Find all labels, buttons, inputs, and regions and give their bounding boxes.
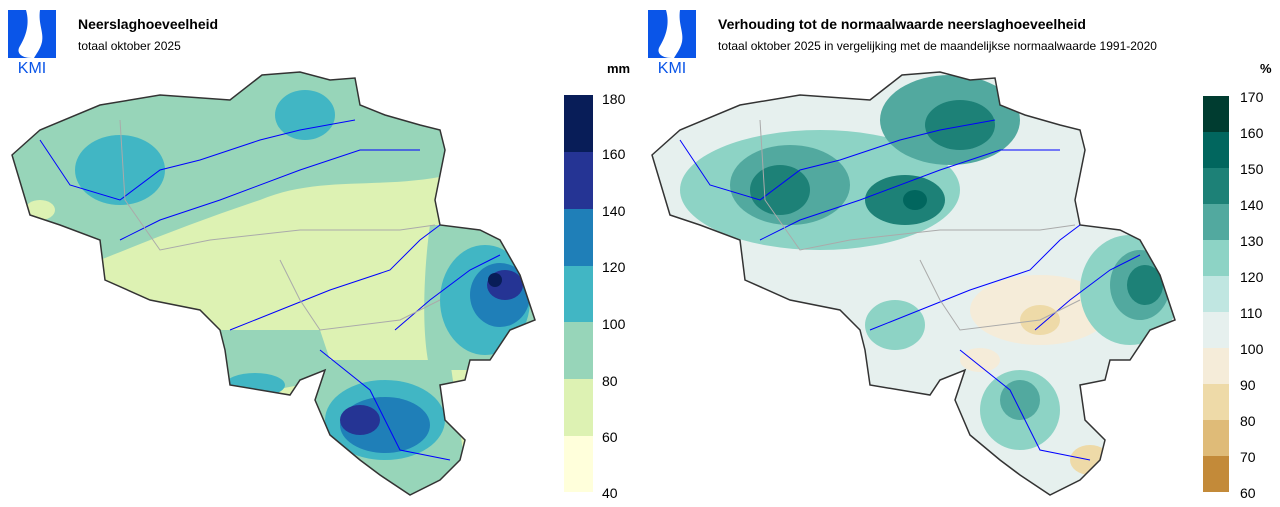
legend-tick: 40 xyxy=(602,485,618,501)
legend-swatch xyxy=(564,436,593,492)
map-title: Verhouding tot de normaalwaarde neerslag… xyxy=(718,16,1086,32)
legend-tick: 80 xyxy=(602,373,618,389)
legend-tick: 130 xyxy=(1240,233,1264,249)
legend-swatch xyxy=(1203,168,1229,204)
legend-tick: 140 xyxy=(602,203,626,219)
legend-tick: 170 xyxy=(1240,89,1264,105)
legend-tick: 150 xyxy=(1240,161,1264,177)
legend-swatch xyxy=(1203,456,1229,492)
legend-swatch xyxy=(1203,240,1229,276)
legend-unit: % xyxy=(1260,61,1272,76)
legend-tick: 100 xyxy=(1240,341,1264,357)
svg-text:KMI: KMI xyxy=(658,60,686,74)
legend-tick: 100 xyxy=(602,316,626,332)
legend-tick: 160 xyxy=(1240,125,1264,141)
belgium-ratio-map xyxy=(651,71,1176,496)
rivers xyxy=(39,119,501,461)
legend-tick: 180 xyxy=(602,91,626,107)
legend-swatch xyxy=(1203,384,1229,420)
legend-tick: 60 xyxy=(602,429,618,445)
legend-tick: 160 xyxy=(602,146,626,162)
province-borders xyxy=(759,119,1081,331)
map-subtitle: totaal oktober 2025 xyxy=(78,39,181,53)
kmi-logo: KMI xyxy=(648,10,696,74)
province-borders xyxy=(119,119,441,331)
legend-swatch xyxy=(1203,420,1229,456)
legend-tick: 90 xyxy=(1240,377,1256,393)
belgium-precipitation-map xyxy=(11,71,536,496)
legend-tick: 120 xyxy=(1240,269,1264,285)
map-subtitle: totaal oktober 2025 in vergelijking met … xyxy=(718,39,1157,53)
legend-swatch xyxy=(564,266,593,322)
legend-swatch xyxy=(1203,132,1229,168)
legend-swatch xyxy=(1203,348,1229,384)
legend-unit: mm xyxy=(607,61,631,76)
country-border xyxy=(11,71,536,496)
legend-swatch xyxy=(564,209,593,266)
legend-swatch xyxy=(564,95,593,152)
legend-swatch xyxy=(1203,312,1229,348)
legend-swatch xyxy=(1203,96,1229,132)
legend-swatch xyxy=(564,152,593,209)
legend-tick: 110 xyxy=(1240,305,1263,321)
legend-tick: 70 xyxy=(1240,449,1256,465)
legend-swatch xyxy=(564,322,593,379)
legend-tick: 120 xyxy=(602,259,626,275)
country-border xyxy=(651,71,1176,496)
legend-swatch xyxy=(1203,276,1229,312)
kmi-logo: KMI xyxy=(8,10,56,74)
legend-tick: 80 xyxy=(1240,413,1256,429)
legend-tick: 140 xyxy=(1240,197,1264,213)
svg-text:KMI: KMI xyxy=(18,60,46,74)
legend-swatch xyxy=(1203,204,1229,240)
precipitation-map-panel: KMI Neerslaghoeveelheid totaal oktober 2… xyxy=(8,10,631,501)
ratio-map-panel: KMI Verhouding tot de normaalwaarde neer… xyxy=(640,0,1280,507)
rivers xyxy=(679,119,1141,461)
legend-swatch xyxy=(564,379,593,436)
map-title: Neerslaghoeveelheid xyxy=(78,16,219,32)
legend-tick: 60 xyxy=(1240,485,1256,501)
